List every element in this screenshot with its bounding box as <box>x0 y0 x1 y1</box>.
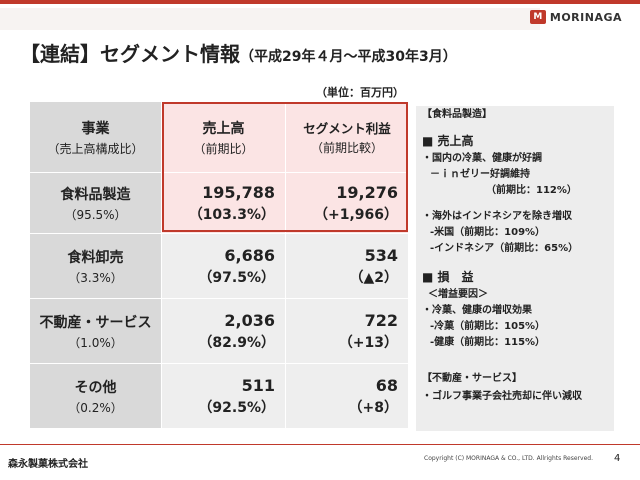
profit-change: （▲2） <box>349 269 398 286</box>
unit-label: （単位：百万円） <box>316 86 404 99</box>
table-header-row: 事業 （売上高構成比） 売上高 （前期比） セグメント利益 （前期比較） <box>30 102 408 173</box>
title-text: 【連結】セグメント情報 <box>20 42 240 66</box>
sales-cell: 2,036 （82.9%） <box>162 299 286 363</box>
profit-cell: 722 （+13） <box>286 299 408 363</box>
segment-table: 事業 （売上高構成比） 売上高 （前期比） セグメント利益 （前期比較） 食料品… <box>30 102 408 429</box>
sales-value: 6,686 <box>224 245 275 265</box>
profit-value: 534 <box>364 245 398 265</box>
segment-name: 不動産・サービス <box>39 314 152 331</box>
table-row: 食料卸売 （3.3%） 6,686 （97.5%） 534 （▲2） <box>30 234 408 299</box>
panel-profit-line: ・冷菓、健康の増収効果 <box>422 305 532 316</box>
panel-profit-line: -冷菓（前期比：105%） <box>430 321 546 332</box>
header-sales-sub: （前期比） <box>193 141 254 156</box>
sales-cell: 511 （92.5%） <box>162 364 286 428</box>
page-title: 【連結】セグメント情報（平成29年４月～平成30年3月） <box>20 38 457 67</box>
panel-sales-heading: ■ 売上高 <box>422 134 474 148</box>
company-logo: M MORINAGA <box>529 10 622 24</box>
header-sales: 売上高 <box>202 120 245 137</box>
segment-name: その他 <box>74 379 117 396</box>
copyright-notice: Copyright (C) MORINAGA & CO., LTD. Allri… <box>424 455 593 462</box>
sales-value: 2,036 <box>224 310 275 330</box>
panel-profit-line: ＜増益要因＞ <box>428 289 488 300</box>
segment-cell: 不動産・サービス （1.0%） <box>30 299 162 363</box>
header-segment-cell: 事業 （売上高構成比） <box>30 102 162 172</box>
panel-realestate-line: ・ゴルフ事業子会社売却に伴い減収 <box>422 391 582 402</box>
table-row: 食料品製造 （95.5%） 195,788 （103.3%） 19,276 （+… <box>30 173 408 234</box>
sales-cell: 195,788 （103.3%） <box>162 173 286 233</box>
sales-change: （92.5%） <box>198 399 275 416</box>
segment-cell: その他 （0.2%） <box>30 364 162 428</box>
panel-sales-line: ・国内の冷菓、健康が好調 <box>422 153 542 164</box>
header-profit-cell: セグメント利益 （前期比較） <box>286 102 408 172</box>
header-profit: セグメント利益 <box>303 121 391 136</box>
segment-cell: 食料卸売 （3.3%） <box>30 234 162 298</box>
profit-change: （+1,966） <box>313 206 398 223</box>
header-profit-sub: （前期比較） <box>310 141 383 155</box>
header-stripe <box>0 8 540 30</box>
segment-share: （1.0%） <box>68 335 123 350</box>
panel-realestate-title: 【不動産・サービス】 <box>422 373 522 384</box>
segment-name: 食料品製造 <box>60 186 131 203</box>
header-sales-cell: 売上高 （前期比） <box>162 102 286 172</box>
segment-name: 食料卸売 <box>67 249 124 266</box>
profit-change: （+8） <box>348 399 398 416</box>
profit-cell: 68 （+8） <box>286 364 408 428</box>
profit-value: 68 <box>375 375 398 395</box>
profit-change: （+13） <box>338 334 398 351</box>
sales-change: （97.5%） <box>198 269 275 286</box>
commentary-panel: 【食料品製造】 ■ 売上高 ・国内の冷菓、健康が好調 －ｉｎゼリー好調維持 （前… <box>416 106 614 431</box>
panel-food-title: 【食料品製造】 <box>422 109 492 120</box>
logo-mark-icon: M <box>529 10 546 24</box>
sales-value: 195,788 <box>202 182 275 202</box>
panel-sales-line: -インドネシア（前期比：65%） <box>430 243 579 254</box>
panel-sales-line: （前期比：112%） <box>486 185 577 196</box>
sales-value: 511 <box>241 375 275 395</box>
table-row: 不動産・サービス （1.0%） 2,036 （82.9%） 722 （+13） <box>30 299 408 364</box>
top-accent-bar <box>0 0 640 4</box>
sales-change: （103.3%） <box>188 206 275 223</box>
logo-text: MORINAGA <box>549 10 622 24</box>
table-row: その他 （0.2%） 511 （92.5%） 68 （+8） <box>30 364 408 429</box>
segment-share: （0.2%） <box>68 400 123 415</box>
profit-value: 19,276 <box>336 182 398 202</box>
panel-sales-line: -米国（前期比：109%） <box>430 227 546 238</box>
page-number: 4 <box>614 453 621 464</box>
company-name: 森永製菓株式会社 <box>8 459 88 470</box>
segment-share: （3.3%） <box>68 270 123 285</box>
panel-profit-heading: ■ 損 益 <box>422 270 474 284</box>
header-segment-sub: （売上高構成比） <box>47 141 144 156</box>
panel-sales-line: －ｉｎゼリー好調維持 <box>430 169 530 180</box>
footer-divider <box>0 444 640 445</box>
profit-value: 722 <box>364 310 398 330</box>
profit-cell: 534 （▲2） <box>286 234 408 298</box>
sales-change: （82.9%） <box>198 334 275 351</box>
segment-cell: 食料品製造 （95.5%） <box>30 173 162 233</box>
header-segment: 事業 <box>81 120 110 137</box>
title-period: （平成29年４月～平成30年3月） <box>240 49 457 65</box>
profit-cell: 19,276 （+1,966） <box>286 173 408 233</box>
panel-sales-line: ・海外はインドネシアを除き増収 <box>422 211 572 222</box>
sales-cell: 6,686 （97.5%） <box>162 234 286 298</box>
segment-share: （95.5%） <box>64 207 127 222</box>
panel-profit-line: -健康（前期比：115%） <box>430 337 546 348</box>
